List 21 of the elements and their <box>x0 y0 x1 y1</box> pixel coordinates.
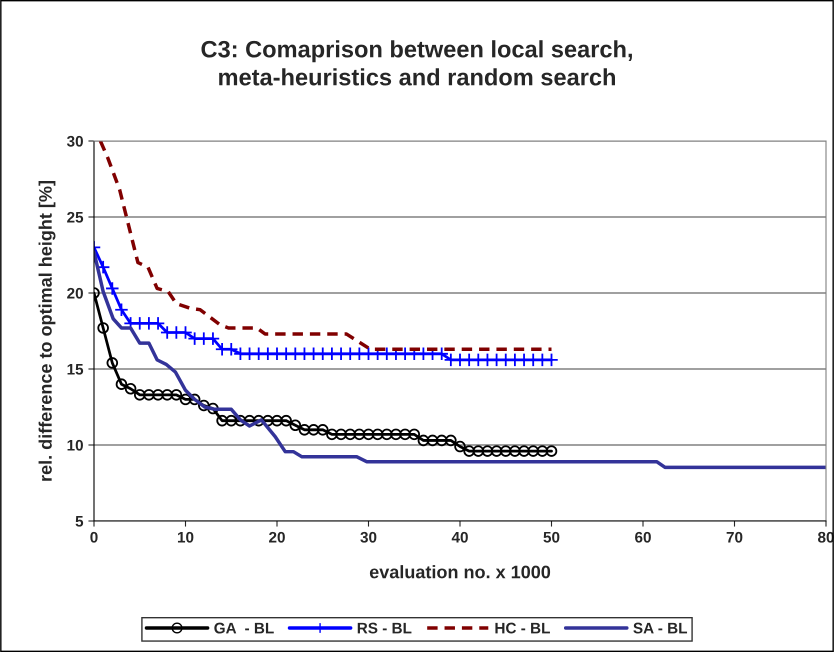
y-tick-label: 20 <box>67 288 83 299</box>
x-tick-label: 20 <box>269 532 285 543</box>
x-tick-label: 50 <box>543 532 560 543</box>
y-tick-label: 5 <box>76 516 84 527</box>
legend-label: RS - BL <box>358 622 412 634</box>
y-tick-label: 30 <box>66 136 83 147</box>
chart-title: C3: Comaprison between local search, meta-heuristics and random search <box>201 40 632 86</box>
y-tick-label: 25 <box>67 212 84 223</box>
x-tick-label: 40 <box>452 532 468 543</box>
x-tick-label: 60 <box>635 532 651 543</box>
x-axis-title: evaluation no. x 1000 <box>370 565 550 578</box>
x-tick-label: 0 <box>90 532 98 543</box>
legend-label: HC - BL <box>495 622 550 634</box>
x-tick-label: 30 <box>360 532 376 543</box>
y-tick-label: 10 <box>68 440 83 451</box>
y-axis-title: rel. difference to optimal height [%] <box>38 181 56 481</box>
x-tick-label: 70 <box>726 532 742 543</box>
x-tick-label: 10 <box>178 532 194 543</box>
y-tick-label: 15 <box>68 364 84 375</box>
legend-label: GA - BL <box>214 622 274 634</box>
legend-label: SA - BL <box>633 622 688 634</box>
